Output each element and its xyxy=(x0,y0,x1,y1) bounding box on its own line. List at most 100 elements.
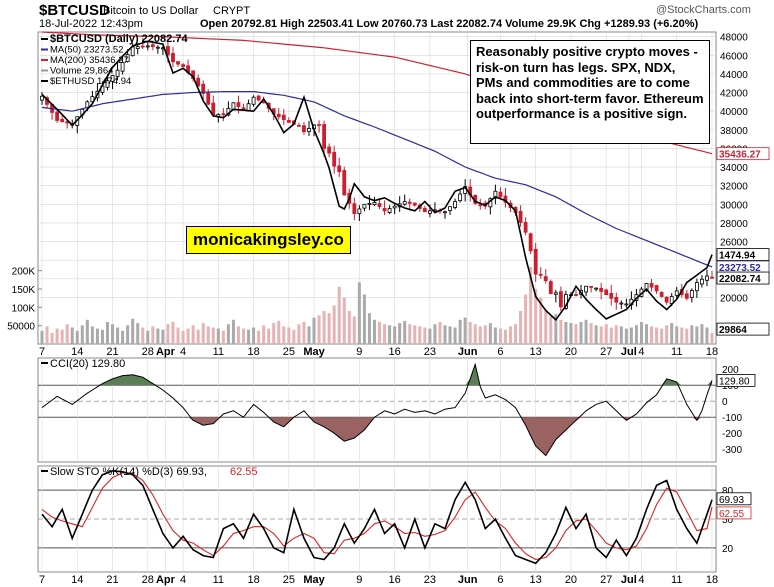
volume-bar xyxy=(383,324,387,344)
volume-bar xyxy=(100,329,104,344)
price-tag-text: 23273.52 xyxy=(719,263,761,274)
x-axis-label: 20 xyxy=(565,346,577,358)
volume-bar xyxy=(201,323,205,344)
price-tick-label: 38000 xyxy=(720,126,748,137)
candle-body xyxy=(317,124,321,126)
price-tick-label: 48000 xyxy=(720,33,748,44)
sto-x-axis-label: Jul xyxy=(621,574,637,586)
chart-symbol: $BTCUSD xyxy=(39,2,110,19)
volume-bar xyxy=(247,329,251,344)
volume-bar xyxy=(700,324,704,344)
volume-bar xyxy=(196,329,200,344)
cci-title: CCI(20) 129.80 xyxy=(50,358,125,370)
volume-bar xyxy=(216,328,220,344)
legend-entry: $BTCUSD (Daily) 22082.74 xyxy=(50,33,188,45)
candle-body xyxy=(387,208,392,213)
price-tick-label: 40000 xyxy=(720,107,748,118)
volume-bar xyxy=(95,328,99,344)
candle-body xyxy=(166,46,170,56)
legend-entry: MA(200) 35436.27 xyxy=(50,55,129,66)
volume-bar xyxy=(393,326,397,344)
volume-bar xyxy=(559,319,563,344)
volume-tick-label: 150K xyxy=(12,285,36,296)
sto-x-axis-label: 6 xyxy=(497,574,503,586)
chart-exchange: CRYPT xyxy=(213,5,251,17)
volume-bar xyxy=(433,324,437,344)
volume-bar xyxy=(660,328,664,344)
sto-d-line xyxy=(41,472,713,561)
volume-bar xyxy=(428,328,432,344)
candle-body xyxy=(201,83,206,94)
candle-body xyxy=(493,190,498,199)
volume-bar xyxy=(579,322,583,344)
candle-body xyxy=(558,291,563,308)
sto-x-axis-label: 13 xyxy=(530,574,542,586)
volume-bar xyxy=(498,328,502,344)
candle-body xyxy=(649,283,654,288)
sto-x-axis-label: 21 xyxy=(106,574,118,586)
candle-body xyxy=(221,113,226,116)
candle-body xyxy=(694,282,699,292)
candle-body xyxy=(402,201,407,205)
price-tag-text: 29864 xyxy=(719,325,747,336)
volume-bar xyxy=(282,326,286,344)
price-tag: 35436.27 xyxy=(716,147,770,161)
sto-title: Slow STO %K(14) %D(3) 69.93, xyxy=(50,466,207,478)
volume-bar xyxy=(181,330,185,344)
volume-bar xyxy=(226,324,230,344)
candle-body xyxy=(115,69,120,77)
candle-body xyxy=(584,285,588,293)
candle-body xyxy=(659,292,664,297)
candle-body xyxy=(609,292,614,299)
sto-x-axis-label: 28 xyxy=(142,574,154,586)
cci-value-tag: 129.80 xyxy=(716,374,756,387)
candle-body xyxy=(689,290,694,298)
candle-body xyxy=(357,208,362,215)
volume-bar xyxy=(307,326,311,344)
volume-tick-label: 100K xyxy=(12,303,36,314)
volume-bar xyxy=(645,324,649,344)
volume-bar xyxy=(277,320,281,344)
sto-value-tag-box xyxy=(716,506,752,520)
candle-body xyxy=(352,203,357,215)
candle-body xyxy=(407,201,412,204)
volume-bar xyxy=(619,326,623,344)
candle-body xyxy=(135,46,140,49)
x-axis-label: Jul xyxy=(621,346,637,358)
sto-x-axis-label: 11 xyxy=(671,574,682,586)
candle-body xyxy=(498,191,503,198)
cci-value-tag-box xyxy=(716,374,756,387)
sto-x-axis-label: May xyxy=(303,574,325,586)
sto-x-axis-label: 23 xyxy=(424,574,436,586)
price-tag: 1474.94 xyxy=(716,248,770,262)
sto-x-axis-label: 7 xyxy=(39,574,45,586)
sto-x-axis-label: 16 xyxy=(389,574,401,586)
volume-bar xyxy=(695,326,699,344)
volume-bar xyxy=(398,323,402,344)
stockcharts-credit[interactable]: @StockCharts.com xyxy=(656,4,751,16)
volume-bar xyxy=(443,325,447,344)
volume-bar xyxy=(453,327,457,344)
candle-body xyxy=(322,124,327,149)
price-tick-label: 44000 xyxy=(720,70,748,81)
candle-body xyxy=(140,45,145,48)
volume-bar xyxy=(388,325,392,344)
volume-bar xyxy=(75,330,79,344)
volume-bar xyxy=(614,325,618,344)
candle-body xyxy=(664,296,669,303)
volume-bar xyxy=(171,322,175,344)
cci-panel-frame xyxy=(37,357,717,463)
cci-tick-label: -100 xyxy=(722,413,742,424)
sto-x-axis-label: 4 xyxy=(638,574,644,586)
volume-bar xyxy=(342,297,346,344)
volume-bar xyxy=(191,325,195,344)
volume-bar xyxy=(297,324,301,344)
volume-bar xyxy=(302,322,306,344)
candle-body xyxy=(251,96,256,105)
candle-body xyxy=(528,233,533,252)
volume-bar xyxy=(483,325,487,344)
volume-bar xyxy=(241,328,246,344)
price-tag-text: 22082.74 xyxy=(719,274,761,285)
volume-bar xyxy=(186,328,190,344)
